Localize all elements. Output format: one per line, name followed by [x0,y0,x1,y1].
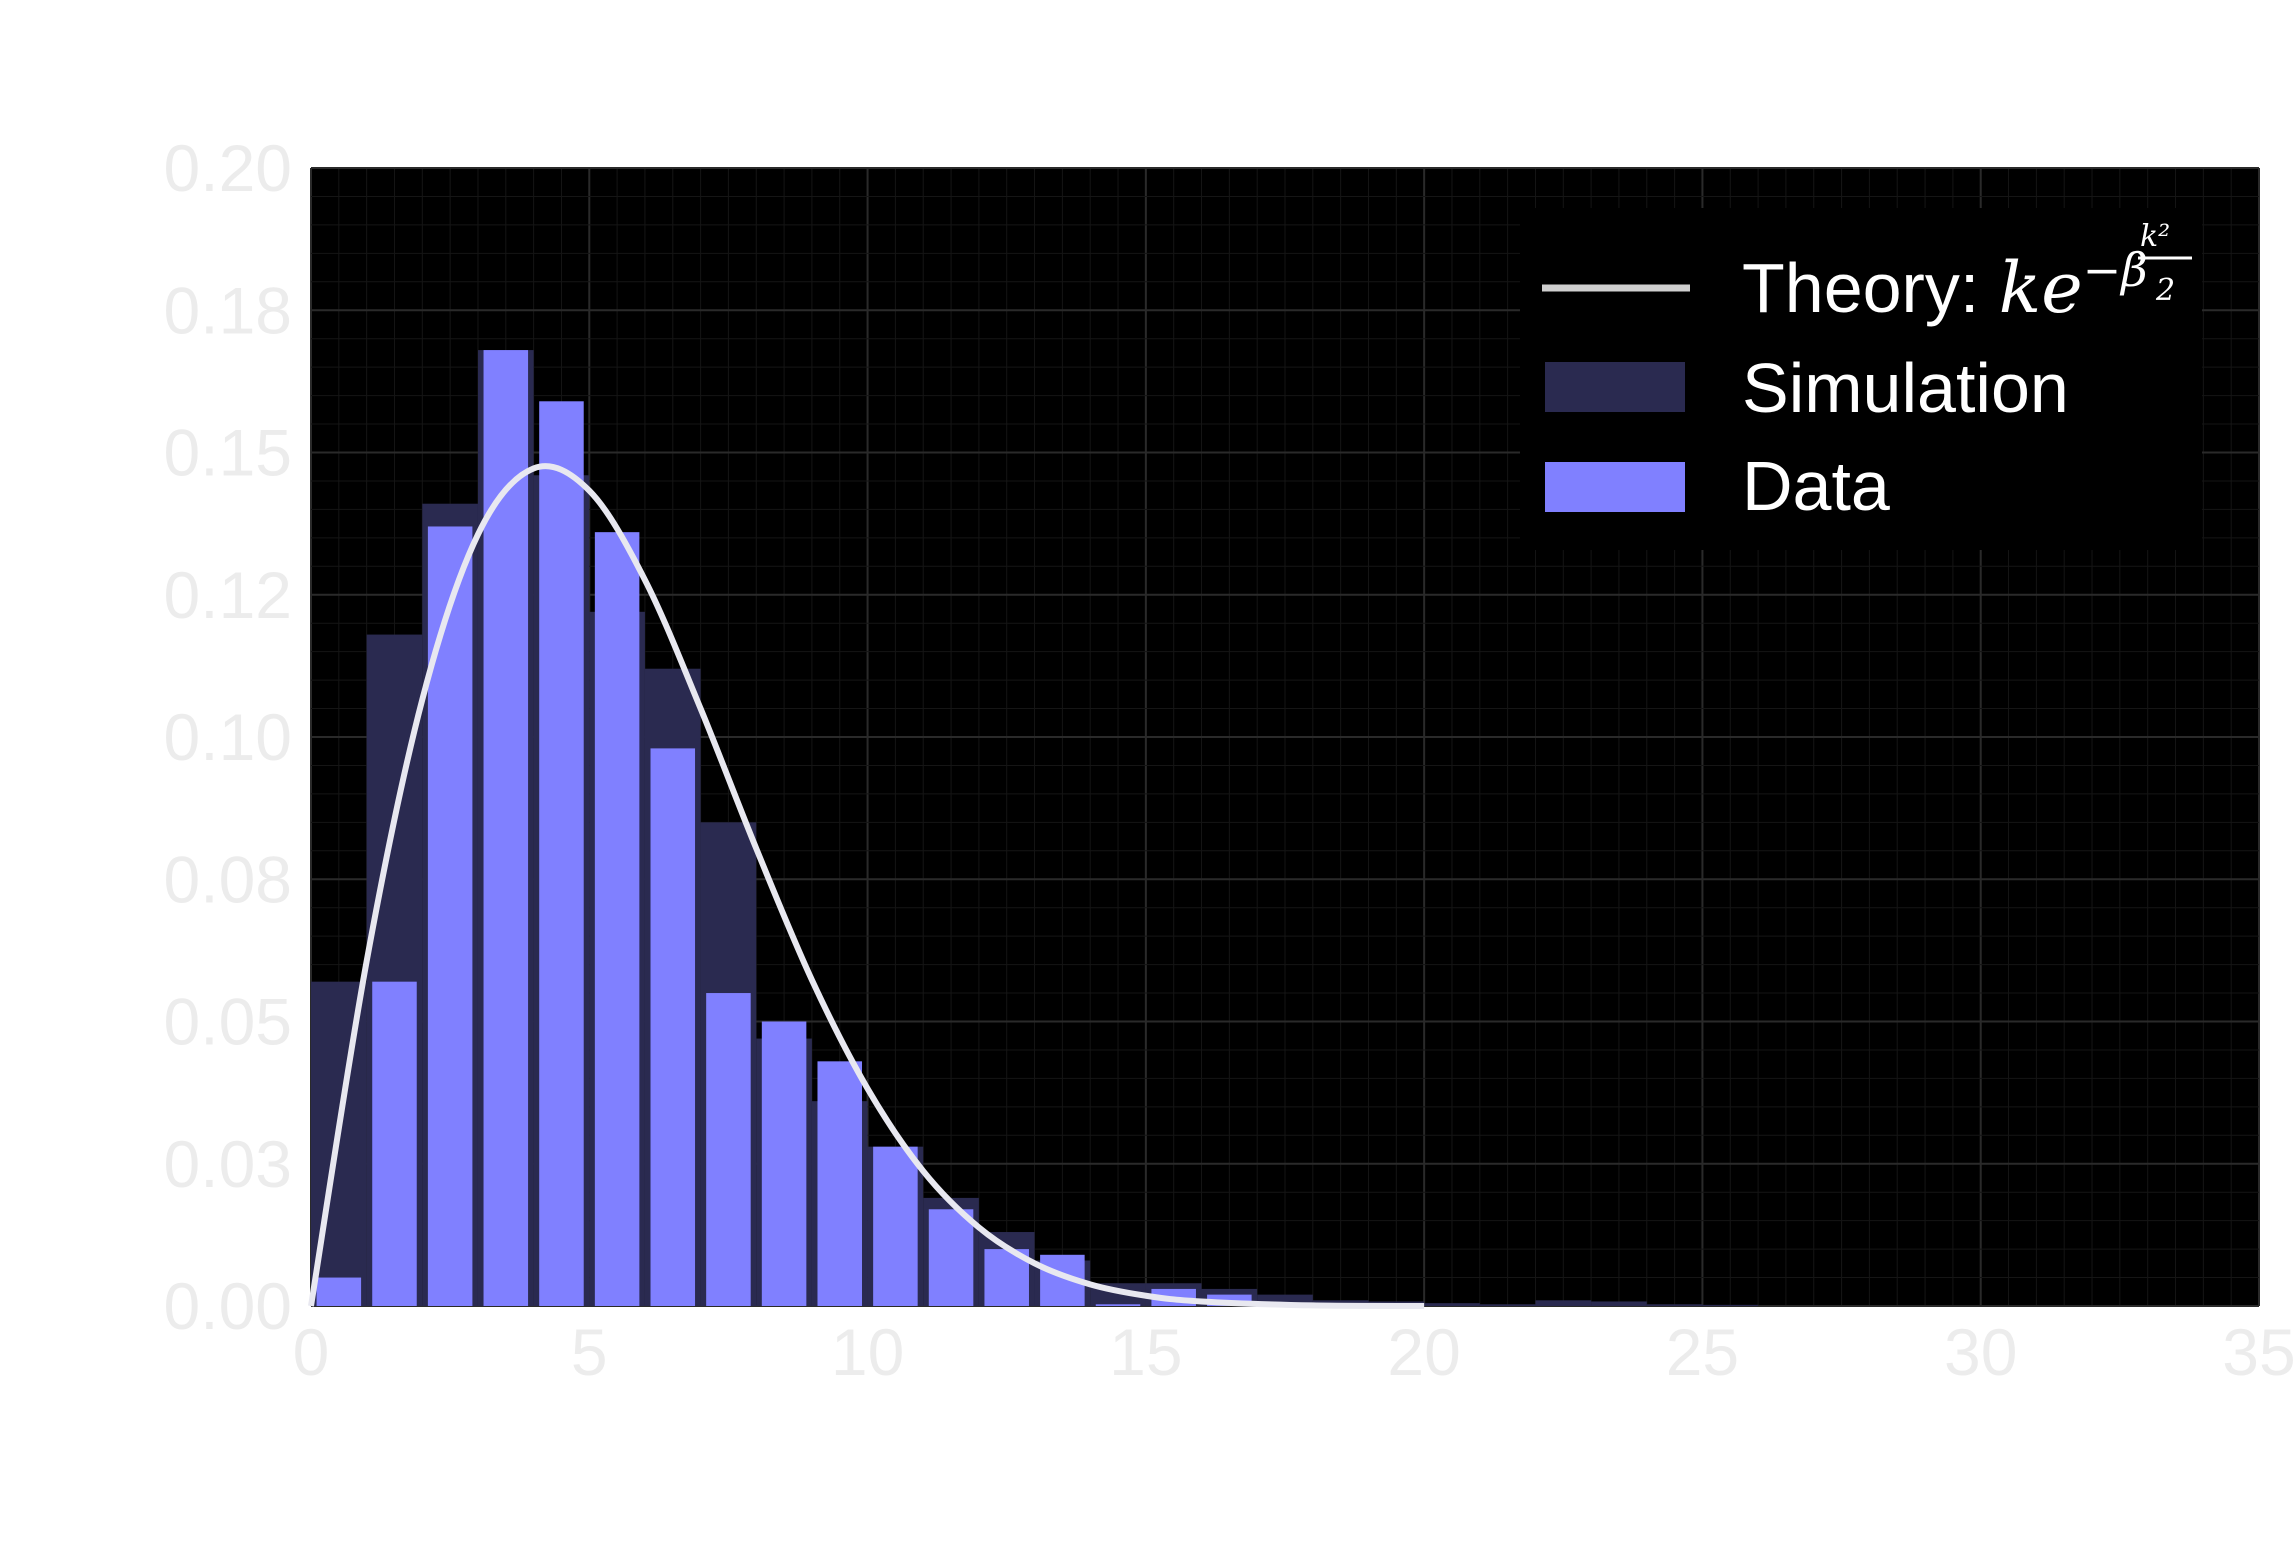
theory-formula-beta: β [2119,243,2148,297]
legend: Theory: ke−β k² 2 Simulation Data [1520,208,2202,550]
theory-formula-numerator: k² [2140,219,2170,254]
data-bar [873,1146,918,1306]
theory-formula-denominator: 2 [2155,273,2175,308]
data-bar [928,1209,974,1306]
legend-simulation-swatch [1545,362,1685,412]
legend-data-swatch [1545,462,1685,512]
x-axis-ticks: 0 5 10 15 20 25 30 35 [293,1315,2296,1389]
simulation-bar [1479,1304,1536,1306]
data-bar [650,748,696,1306]
theory-formula-minus: − [2083,243,2122,297]
theory-line [308,463,1425,1309]
x-tick-label: 35 [2222,1315,2295,1389]
legend-simulation-label: Simulation [1742,349,2069,427]
simulation-bar [1424,1303,1480,1306]
data-bar [539,401,584,1306]
x-tick-label: 30 [1944,1315,2017,1389]
data-bar [761,1021,807,1306]
y-tick-label: 0.10 [164,700,292,774]
y-tick-label: 0.18 [164,273,292,347]
x-tick-label: 15 [1109,1315,1182,1389]
y-tick-label: 0.12 [164,558,292,632]
y-tick-label: 0.08 [164,842,292,916]
legend-data-label: Data [1742,447,1890,525]
x-tick-label: 0 [293,1315,330,1389]
simulation-bar [1646,1304,1703,1306]
simulation-bar [1257,1294,1313,1306]
simulation-bar [1535,1300,1592,1306]
y-tick-label: 0.03 [164,1127,292,1201]
y-tick-label: 0.05 [164,985,292,1059]
x-tick-label: 20 [1387,1315,1460,1389]
data-bar [594,532,640,1306]
theory-formula-e: e [2041,247,2082,329]
legend-theory-label: Theory: ke−β [1742,243,2148,329]
x-tick-label: 25 [1666,1315,1739,1389]
data-bar [706,993,751,1306]
data-bar [817,1061,863,1306]
y-axis-ticks: 0.00 0.03 0.05 0.08 0.10 0.12 0.15 0.18 0.20 [164,131,292,1343]
y-tick-label: 0.20 [164,131,292,205]
y-tick-label: 0.15 [164,416,292,490]
data-bar [427,526,473,1306]
simulation-bar [1702,1304,1759,1306]
data-bar [372,981,417,1306]
simulation-bar [1591,1301,1647,1306]
x-tick-label: 5 [571,1315,608,1389]
y-tick-label: 0.00 [164,1269,292,1343]
data-bar [1095,1304,1141,1306]
data-bar [316,1277,362,1306]
theory-formula-k: k [1999,247,2041,329]
x-tick-label: 10 [831,1315,904,1389]
